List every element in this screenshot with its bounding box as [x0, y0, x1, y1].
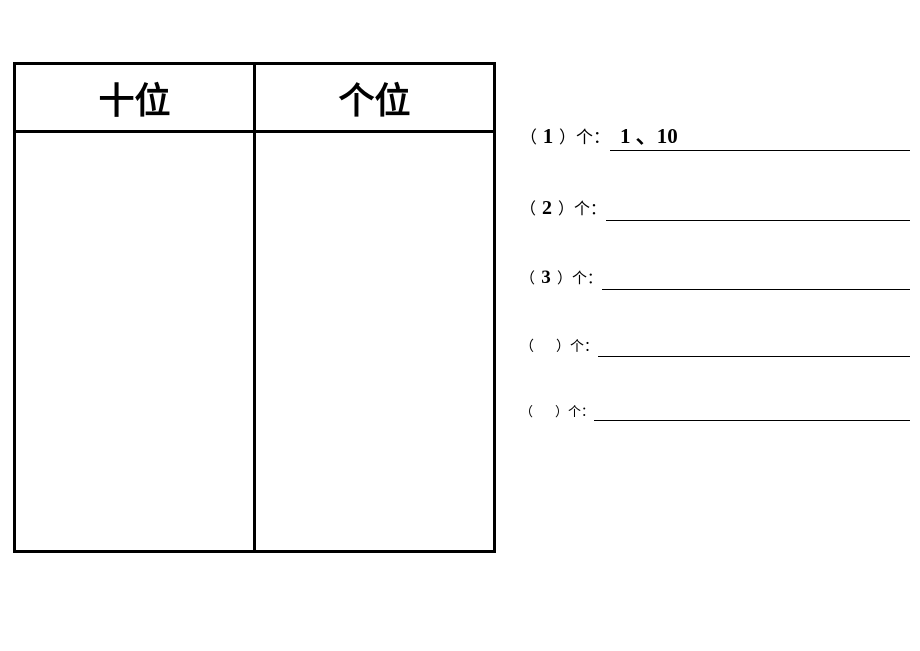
- ones-cell: [256, 133, 493, 550]
- answer-row: （ ）个：: [520, 336, 910, 357]
- paren-open: （: [520, 267, 535, 288]
- paren-open: （: [520, 123, 537, 148]
- row-number: 2: [536, 197, 558, 220]
- answer-row: （ ）个：: [520, 401, 910, 421]
- paren-close: ）: [556, 336, 570, 356]
- table-body-row: [16, 133, 493, 550]
- paren-close: ）: [555, 401, 568, 420]
- answer-underline: [598, 340, 910, 357]
- answer-underline: [594, 404, 910, 421]
- paren-open: （: [520, 195, 536, 219]
- answer-underline: [602, 267, 910, 290]
- paren-close: ）: [558, 195, 574, 219]
- row-number: 1: [537, 124, 559, 149]
- row-suffix: 个：: [576, 123, 610, 148]
- paren-open: （: [520, 336, 534, 356]
- table-header-row: 十位 个位: [16, 65, 493, 133]
- row-number: 3: [535, 267, 557, 289]
- row-suffix: 个：: [570, 336, 598, 356]
- ones-header: 个位: [256, 65, 493, 130]
- row-suffix: 个：: [572, 267, 602, 288]
- paren-open: （: [520, 401, 533, 420]
- place-value-table: 十位 个位: [13, 62, 496, 553]
- tens-header: 十位: [16, 65, 256, 130]
- tens-cell: [16, 133, 256, 550]
- row-suffix: 个：: [574, 195, 606, 219]
- answer-row: （1）个：1 、10: [520, 120, 910, 151]
- answer-row: （2）个：: [520, 195, 910, 221]
- answer-row: （3）个：: [520, 267, 910, 290]
- answer-underline: [606, 197, 910, 221]
- row-suffix: 个：: [568, 401, 594, 420]
- answer-underline: 1 、10: [610, 120, 910, 151]
- paren-close: ）: [557, 267, 572, 288]
- answer-list: （1）个：1 、10（2）个： （3）个： （）个： （）个：: [520, 120, 910, 421]
- paren-close: ）: [559, 123, 576, 148]
